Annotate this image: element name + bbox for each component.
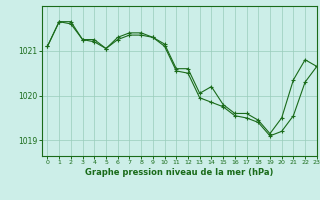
X-axis label: Graphe pression niveau de la mer (hPa): Graphe pression niveau de la mer (hPa) [85,168,273,177]
